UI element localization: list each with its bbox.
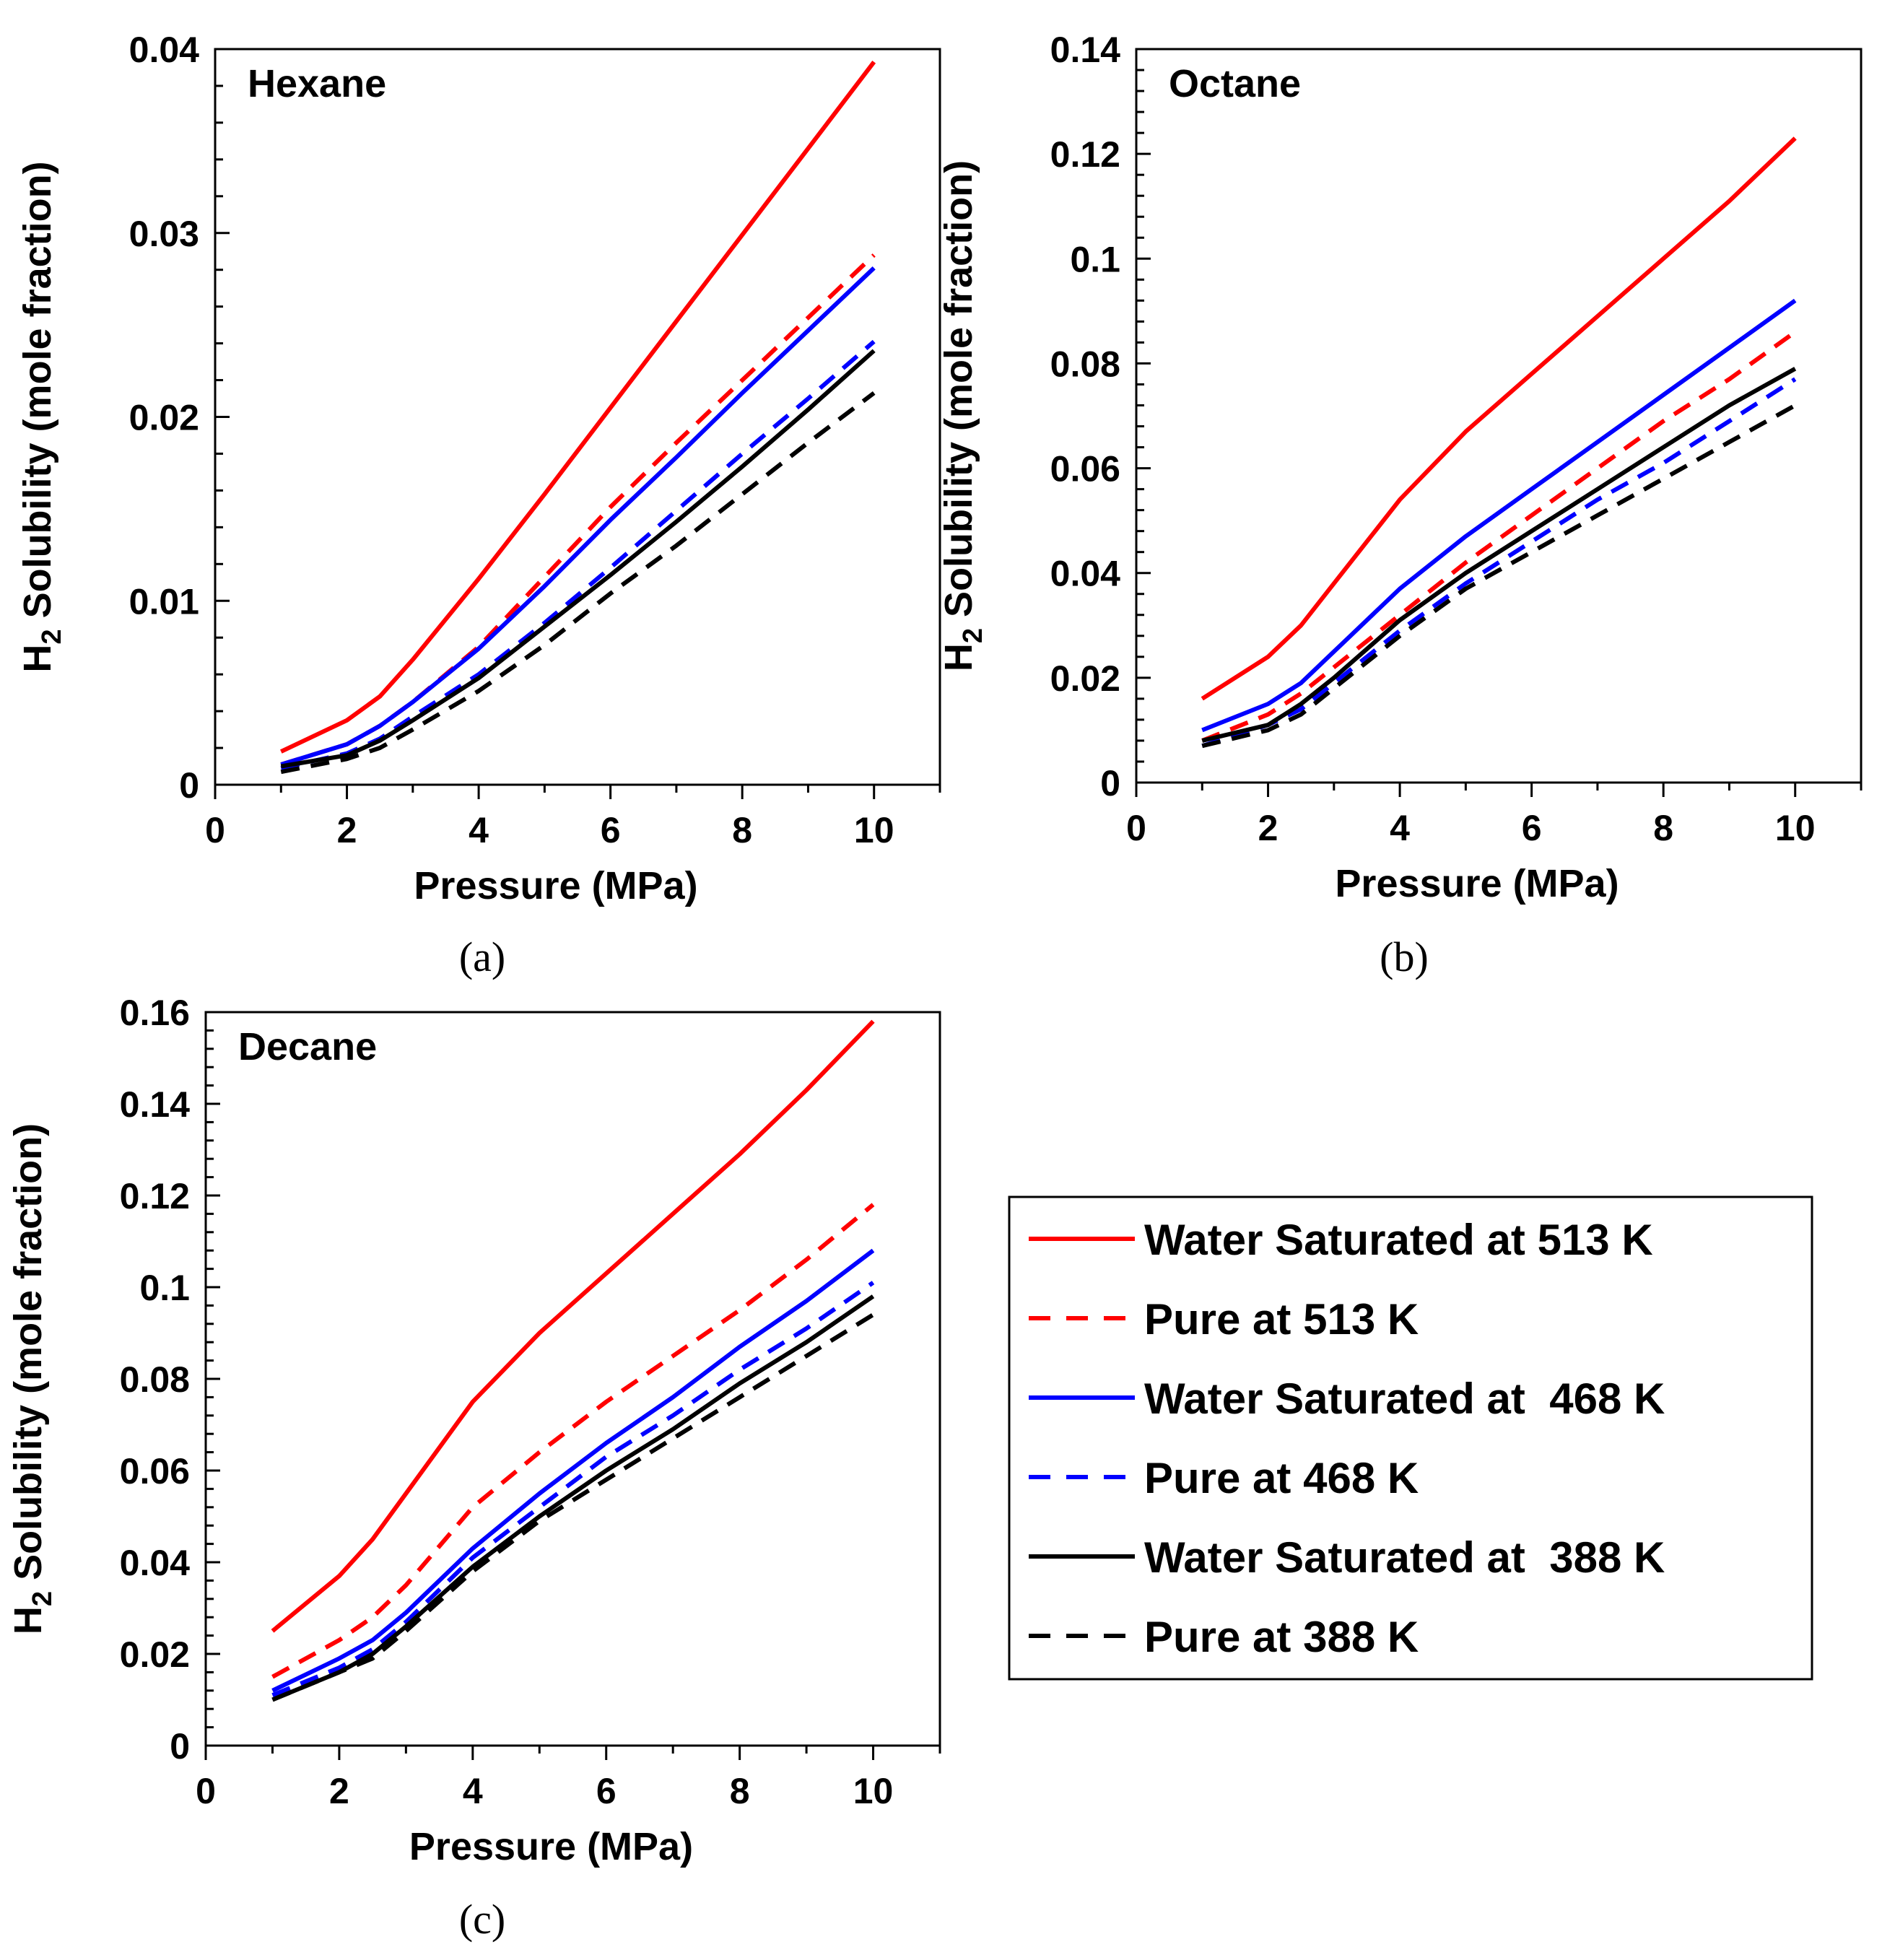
y-tick-label: 0.02 [1050, 658, 1120, 699]
series-line-3 [280, 266, 876, 767]
x-tick-label: 0 [205, 810, 225, 850]
series-line-2 [280, 253, 876, 767]
x-tick-label: 0 [196, 1771, 216, 1811]
y-tick-label: 0.08 [120, 1359, 190, 1400]
panel-hexane: 0 2 4 6 8 10 0 0.01 0.02 0.03 0.04 Hexane Pressure (… [16, 30, 941, 980]
legend-label: Water Saturated at 388 K [1144, 1533, 1665, 1582]
panel-title: Decane [238, 1025, 377, 1068]
legend-label: Water Saturated at 468 K [1144, 1375, 1665, 1423]
y-tick-label: 0.04 [1050, 554, 1121, 594]
legend-label: Pure at 468 K [1144, 1454, 1419, 1502]
panel-octane: 0 2 4 6 8 10 0 0.02 0.04 0.06 0.08 0.1 0.12 0.14 Octan… [937, 30, 1863, 980]
x-tick-label: 10 [1775, 808, 1816, 848]
y-tick-label: 0.1 [139, 1268, 190, 1308]
y-tick-label: 0.06 [1050, 449, 1120, 489]
y-tick-label: 0.08 [1050, 344, 1120, 384]
series-line-3 [1201, 298, 1797, 733]
x-axis-title: Pressure (MPa) [409, 1825, 693, 1868]
panel-decane: 0 2 4 6 8 10 0 0.02 0.04 0.06 0.08 0.1 0.12 0.14 0.16 D… [6, 993, 941, 1943]
x-tick-label: 2 [329, 1771, 349, 1811]
x-tick-label: 2 [1258, 808, 1278, 848]
x-tick-label: 8 [1653, 808, 1673, 848]
y-tick-label: 0 [1100, 763, 1120, 803]
y-tick-label: 0 [179, 765, 199, 806]
series-line-4 [271, 1281, 875, 1697]
x-tick-label: 8 [732, 810, 752, 850]
series-line-6 [1201, 403, 1797, 749]
y-tick-label: 0.02 [120, 1634, 190, 1675]
y-tick-label: 0.16 [120, 993, 190, 1033]
panel-caption: (a) [459, 933, 505, 980]
panel-caption: (c) [459, 1896, 505, 1943]
y-tick-label: 0.01 [129, 581, 199, 622]
y-tick-label: 0 [170, 1726, 190, 1767]
series-line-5 [280, 349, 876, 769]
plot-frame [214, 48, 941, 786]
x-tick-label: 10 [853, 1771, 894, 1811]
y-tick-label: 0.02 [129, 398, 199, 438]
y-tick-label: 0.04 [129, 30, 200, 70]
legend: Water Saturated at 513 K Pure at 513 K Wat… [1008, 1195, 1813, 1681]
y-tick-label: 0.14 [120, 1084, 191, 1125]
y-tick-label: 0.06 [120, 1451, 190, 1491]
x-tick-label: 4 [1390, 808, 1410, 848]
x-tick-label: 6 [1522, 808, 1542, 848]
plot-frame [204, 1011, 941, 1747]
y-axis-title: H2 Solubility (mole fraction) [16, 161, 67, 672]
y-axis-title: H2 Solubility (mole fraction) [937, 160, 988, 671]
legend-box [1008, 1195, 1813, 1681]
y-tick-label: 0.1 [1070, 239, 1120, 279]
x-tick-label: 4 [463, 1771, 483, 1811]
x-tick-label: 0 [1126, 808, 1146, 848]
x-tick-label: 8 [730, 1771, 750, 1811]
series-line-1 [280, 60, 876, 754]
plot-frame [1135, 48, 1863, 784]
series-line-2 [271, 1203, 875, 1679]
panel-caption: (b) [1380, 933, 1429, 980]
x-axis-title: Pressure (MPa) [414, 864, 697, 907]
y-axis-title: H2 Solubility (mole fraction) [6, 1123, 58, 1634]
x-tick-label: 4 [469, 810, 489, 850]
series-line-1 [1201, 136, 1797, 701]
y-tick-label: 0.12 [1050, 134, 1120, 175]
series-line-1 [271, 1019, 875, 1633]
y-tick-label: 0.12 [120, 1176, 190, 1216]
legend-label: Pure at 388 K [1144, 1613, 1419, 1661]
series-line-4 [1201, 377, 1797, 749]
x-axis-title: Pressure (MPa) [1335, 862, 1619, 905]
y-tick-label: 0.14 [1050, 30, 1121, 70]
series-line-5 [1201, 367, 1797, 743]
x-tick-label: 6 [596, 1771, 617, 1811]
legend-label: Pure at 513 K [1144, 1295, 1419, 1343]
y-tick-label: 0.03 [129, 214, 199, 254]
panel-title: Hexane [248, 62, 386, 105]
legend-label: Water Saturated at 513 K [1144, 1216, 1653, 1264]
y-tick-label: 0.04 [120, 1543, 191, 1583]
panel-title: Octane [1169, 62, 1301, 105]
series-line-6 [271, 1312, 875, 1702]
series-line-3 [271, 1248, 875, 1693]
series-line-2 [1201, 330, 1797, 743]
x-tick-label: 10 [854, 810, 894, 850]
x-tick-label: 2 [337, 810, 357, 850]
x-tick-label: 6 [601, 810, 621, 850]
series-line-5 [271, 1294, 875, 1702]
